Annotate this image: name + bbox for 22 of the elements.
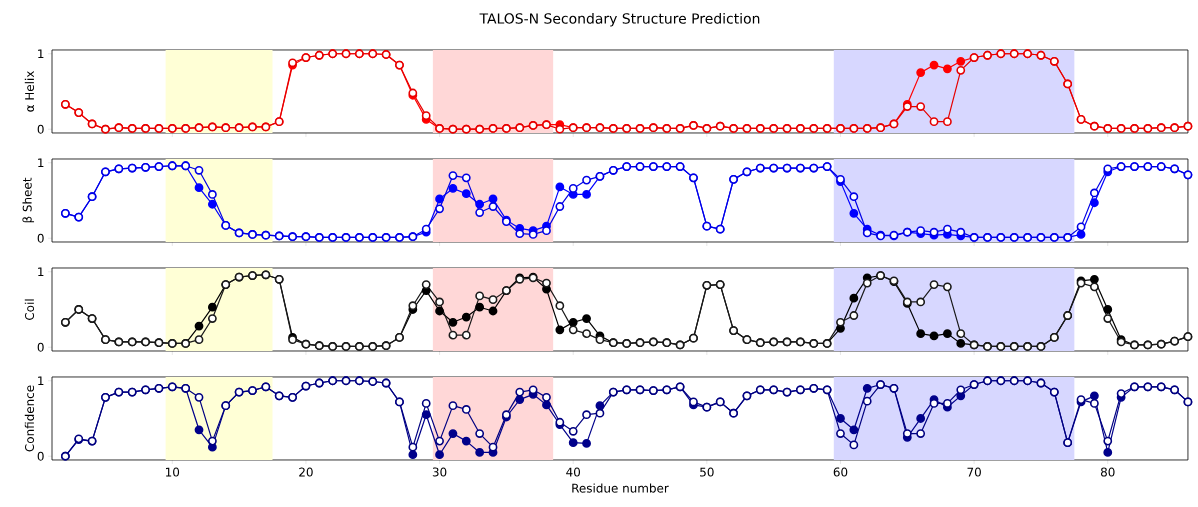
y-tick-label: 1 bbox=[38, 376, 44, 386]
y-tick-label: 1 bbox=[38, 267, 44, 277]
x-tick-label: 60 bbox=[833, 467, 848, 477]
y-axis-title: Confidence bbox=[24, 385, 35, 452]
x-axis-title: Residue number bbox=[572, 483, 669, 493]
x-tick-label: 20 bbox=[299, 467, 313, 477]
y-axis-title: α Helix bbox=[24, 71, 35, 112]
y-tick-label: 1 bbox=[38, 158, 44, 168]
x-tick-label: 70 bbox=[967, 467, 981, 477]
y-tick-label: 0 bbox=[37, 124, 44, 134]
x-tick-label: 40 bbox=[566, 467, 581, 477]
x-tick-label: 30 bbox=[432, 467, 447, 477]
y-axis-title: β Sheet bbox=[22, 177, 35, 223]
y-tick-label: 0 bbox=[37, 233, 44, 243]
y-axis-title: Coil bbox=[24, 299, 35, 320]
y-tick-label: 0 bbox=[37, 451, 44, 461]
y-tick-label: 1 bbox=[38, 49, 44, 59]
x-tick-label: 50 bbox=[700, 467, 714, 477]
chart-title: TALOS-N Secondary Structure Prediction bbox=[479, 12, 760, 27]
y-tick-label: 0 bbox=[37, 342, 44, 352]
x-tick-label: 10 bbox=[165, 467, 180, 477]
x-tick-label: 80 bbox=[1100, 467, 1115, 477]
